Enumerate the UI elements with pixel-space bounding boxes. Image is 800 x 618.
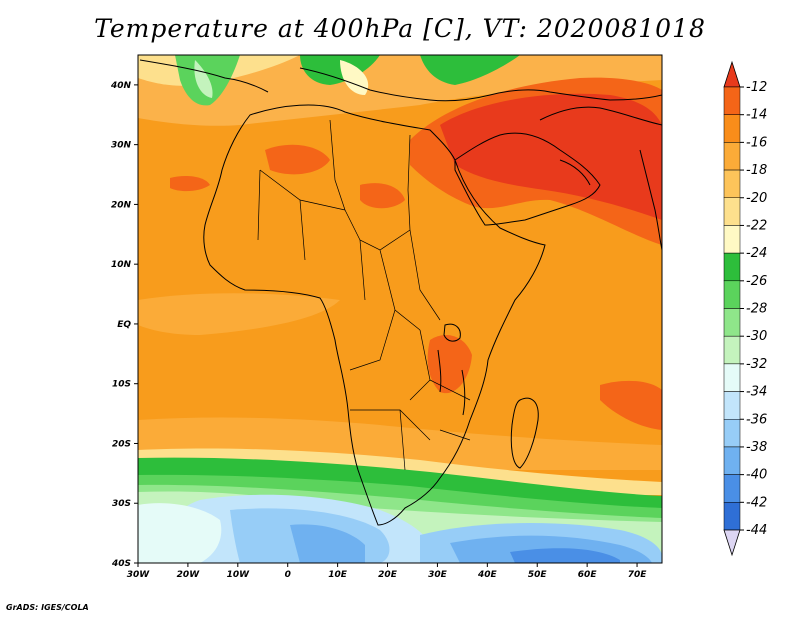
field-red-west-africa [170, 176, 210, 192]
field-red-sahara [265, 144, 330, 175]
colorbar-swatch [723, 197, 741, 226]
colorbar-swatch [723, 446, 741, 475]
lon-tick-label: 20W [177, 570, 201, 580]
field-lightgreen-patch [194, 60, 213, 98]
colorbar-label: -44 [746, 523, 767, 538]
colorbar-label: -40 [746, 468, 767, 483]
lat-tick-label: 30N [111, 141, 132, 151]
colorbar-swatch [723, 363, 741, 392]
colorbar-swatch [723, 391, 741, 420]
lat-tick-label: EQ [117, 320, 131, 330]
colorbar-bottom-arrow [723, 529, 741, 557]
lon-tick-label: 0 [285, 570, 291, 580]
colorbar-swatch [723, 308, 741, 337]
colorbar-swatch [723, 114, 741, 143]
axes: 30W 20W 10W 0 10E 20E 30E 40E 50E 60E 70E 40N 30N 20N… [110, 81, 647, 580]
lon-tick-label: 10E [328, 570, 348, 580]
lon-tick-label: 50E [528, 570, 548, 580]
colorbar-label: -30 [746, 329, 767, 344]
colorbar-label: -16 [746, 135, 767, 150]
colorbar-swatch [723, 280, 741, 309]
plot-frame [137, 54, 663, 564]
colorbar-swatch [723, 335, 741, 365]
colorbar-label: -20 [746, 191, 767, 206]
colorbar-label: -38 [746, 440, 767, 455]
coastline-arabia [454, 132, 601, 226]
field-midblue-south-atlantic [290, 524, 365, 563]
colorbar-label: -32 [746, 357, 767, 372]
grads-credit: GrADS: IGES/COLA [6, 603, 89, 612]
colorbar-swatch [723, 169, 741, 198]
field-light-orange-atlantic [138, 293, 340, 335]
coastline-rift-lakes [437, 349, 466, 416]
lon-tick-label: 30E [428, 570, 448, 580]
lon-tick-label: 30W [127, 570, 151, 580]
field-green-iberia [300, 55, 380, 85]
colorbar-swatch [723, 225, 741, 254]
coastline-lake-victoria [443, 323, 461, 342]
colorbar-label: -14 [746, 108, 767, 123]
lat-tick-label: 30S [112, 499, 131, 509]
field-deepred-arabia [440, 93, 662, 220]
lon-tick-label: 20E [378, 570, 398, 580]
colorbar-label: -28 [746, 302, 767, 317]
colorbar-swatch [723, 502, 741, 531]
lat-tick-label: 10N [111, 260, 132, 270]
coastline-india [639, 149, 662, 251]
lon-tick-label: 70E [628, 570, 648, 580]
coastlines [139, 59, 662, 526]
lat-tick-label: 40S [111, 559, 131, 569]
colorbar: -12 -14 -16 -18 -20 -22 -24 -26 -28 -30 -32 -34 -36 -… [723, 60, 767, 557]
lat-tick-label: 40N [110, 81, 132, 91]
colorbar-label: -12 [746, 80, 767, 95]
chart-title: Temperature at 400hPa [C], VT: 202008101… [94, 14, 706, 43]
colorbar-swatch [723, 419, 741, 448]
colorbar-label: -26 [746, 274, 767, 289]
lon-tick-label: 10W [227, 570, 251, 580]
coastline-europe [139, 59, 662, 102]
lon-tick-label: 40E [477, 570, 498, 580]
field-red-chad [360, 183, 405, 209]
colorbar-label: -22 [746, 218, 767, 233]
colorbar-swatch [723, 474, 741, 503]
country-borders [257, 119, 471, 471]
coastline-madagascar [510, 397, 539, 469]
lat-tick-label: 20S [112, 439, 131, 449]
border-lines [257, 119, 471, 471]
colorbar-swatch [723, 86, 741, 115]
coastline-iran [539, 106, 662, 186]
colorbar-label: -34 [746, 385, 767, 400]
colorbar-label: -36 [746, 412, 767, 427]
colorbar-label: -18 [746, 163, 767, 178]
lat-tick-label: 10S [112, 380, 131, 390]
temperature-field [138, 55, 662, 563]
lon-tick-label: 60E [578, 570, 598, 580]
field-deepblue-south-indian [510, 548, 620, 563]
colorbar-label: -24 [746, 246, 767, 261]
colorbar-swatch [723, 142, 741, 171]
field-paleblue-west [138, 503, 222, 563]
field-north-light-orange [138, 55, 662, 126]
colorbar-swatch [723, 252, 741, 282]
field-red-indian-ocean [600, 380, 662, 430]
lat-tick-label: 20N [111, 200, 132, 210]
colorbar-top-arrow [723, 60, 741, 88]
field-red-east-africa [427, 335, 472, 394]
colorbar-label: -42 [746, 495, 767, 510]
field-green-balkans [420, 55, 520, 85]
